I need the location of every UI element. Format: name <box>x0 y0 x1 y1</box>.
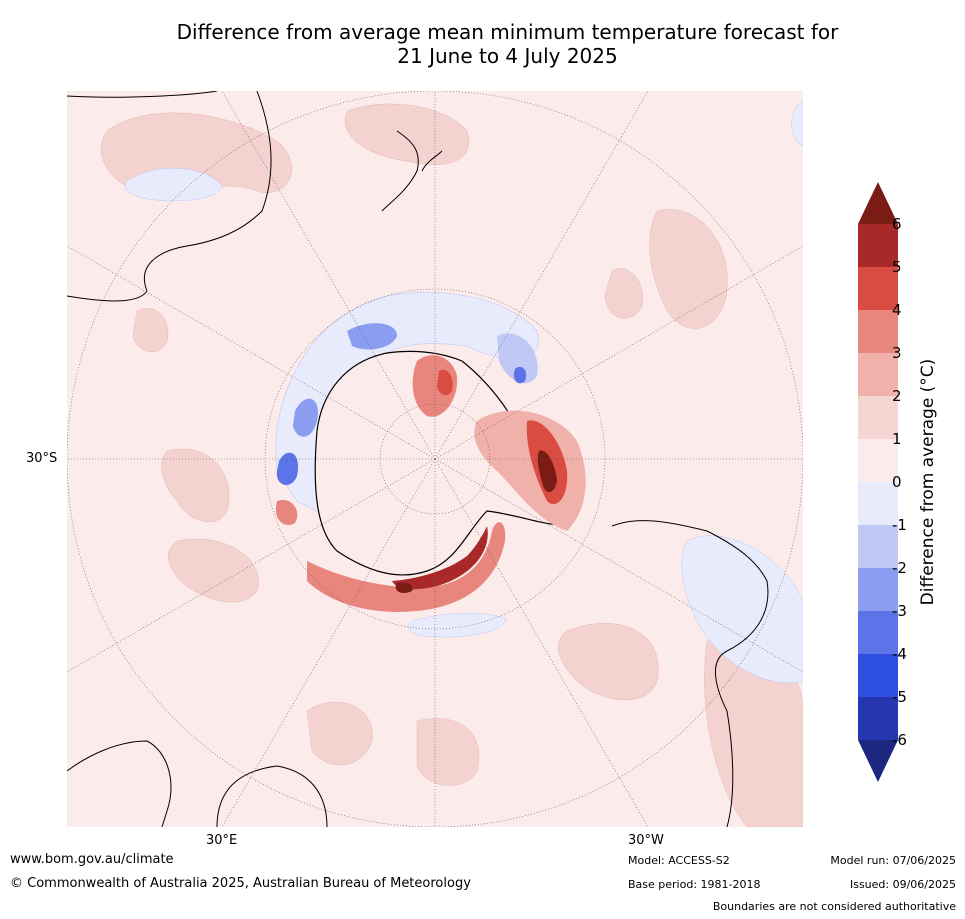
polar-map <box>67 91 803 827</box>
colorbar-title: Difference from average (°C) <box>918 358 938 606</box>
colorbar-bin <box>858 525 898 568</box>
colorbar-tick-label: 4 <box>892 301 902 319</box>
colorbar-tick-label: -6 <box>892 731 907 749</box>
colorbar-tick-label: 3 <box>892 344 902 362</box>
coastlines <box>67 91 769 827</box>
cool-anomaly-ring <box>275 292 539 518</box>
footer-copyright: © Commonwealth of Australia 2025, Austra… <box>10 876 471 891</box>
colorbar-bin <box>858 568 898 611</box>
longitude-label-west: 30°W <box>628 833 664 848</box>
colorbar-extend-top <box>858 182 898 224</box>
footer-issued: Issued: 09/06/2025 <box>849 878 956 891</box>
footer-model: Model: ACCESS-S2 <box>628 854 730 867</box>
colorbar-bin <box>858 611 898 654</box>
colorbar-bin <box>858 396 898 439</box>
graticule <box>67 91 803 827</box>
colorbar-tick-label: 5 <box>892 258 902 276</box>
warm-anomaly-weak <box>100 103 803 827</box>
colorbar-bin <box>858 224 898 267</box>
colorbar-bin <box>858 697 898 740</box>
colorbar-bin <box>858 654 898 697</box>
colorbar-bin <box>858 267 898 310</box>
colorbar-bin <box>858 353 898 396</box>
longitude-label-east: 30°E <box>206 833 238 848</box>
warm-anomaly-strong <box>275 355 586 612</box>
latitude-label: 30°S <box>26 451 58 466</box>
chart-title: Difference from average mean minimum tem… <box>0 20 965 68</box>
colorbar-extend-bottom <box>858 740 898 782</box>
footer-disclaimer: Boundaries are not considered authoritat… <box>712 900 956 913</box>
title-line-2: 21 June to 4 July 2025 <box>397 44 618 68</box>
colorbar-tick-label: -3 <box>892 602 907 620</box>
colorbar-segments <box>858 182 898 782</box>
colorbar-tick-label: -5 <box>892 688 907 706</box>
colorbar-tick-label: 1 <box>892 430 902 448</box>
colorbar-tick-label: 2 <box>892 387 902 405</box>
colorbar-tick-label: -4 <box>892 645 907 663</box>
cool-anomaly-weak <box>124 100 803 684</box>
colorbar <box>858 182 898 782</box>
colorbar-tick-label: 6 <box>892 215 902 233</box>
colorbar-tick-label: -1 <box>892 516 907 534</box>
footer-url[interactable]: www.bom.gov.au/climate <box>10 852 174 867</box>
colorbar-tick-label: 0 <box>892 473 902 491</box>
colorbar-bin <box>858 439 898 482</box>
colorbar-bin <box>858 310 898 353</box>
colorbar-bin <box>858 482 898 525</box>
footer-base-period: Base period: 1981-2018 <box>628 878 761 891</box>
colorbar-tick-label: -2 <box>892 559 907 577</box>
footer-model-run: Model run: 07/06/2025 <box>830 854 956 867</box>
title-line-1: Difference from average mean minimum tem… <box>176 20 839 44</box>
